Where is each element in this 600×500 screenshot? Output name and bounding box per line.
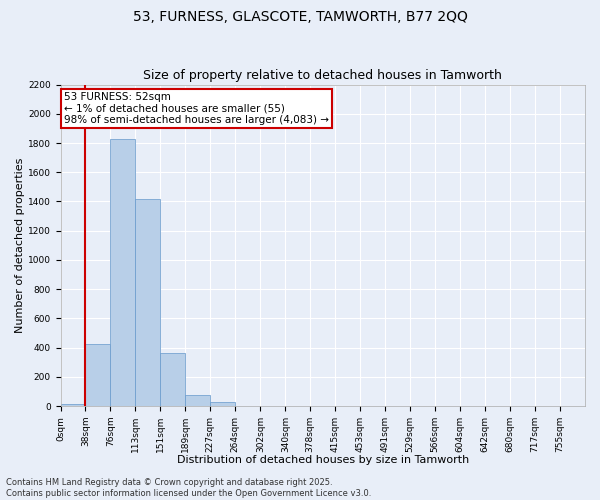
Text: Contains HM Land Registry data © Crown copyright and database right 2025.
Contai: Contains HM Land Registry data © Crown c… [6, 478, 371, 498]
Title: Size of property relative to detached houses in Tamworth: Size of property relative to detached ho… [143, 69, 502, 82]
Text: 53, FURNESS, GLASCOTE, TAMWORTH, B77 2QQ: 53, FURNESS, GLASCOTE, TAMWORTH, B77 2QQ [133, 10, 467, 24]
Bar [160, 353, 185, 406]
X-axis label: Distribution of detached houses by size in Tamworth: Distribution of detached houses by size … [176, 455, 469, 465]
Bar [185, 395, 211, 406]
Text: 53 FURNESS: 52sqm
← 1% of detached houses are smaller (55)
98% of semi-detached : 53 FURNESS: 52sqm ← 1% of detached house… [64, 92, 329, 125]
Bar [85, 344, 110, 406]
Bar [211, 402, 235, 406]
Bar [110, 138, 136, 406]
Bar [61, 404, 85, 406]
Bar [136, 200, 160, 406]
Y-axis label: Number of detached properties: Number of detached properties [15, 158, 25, 333]
